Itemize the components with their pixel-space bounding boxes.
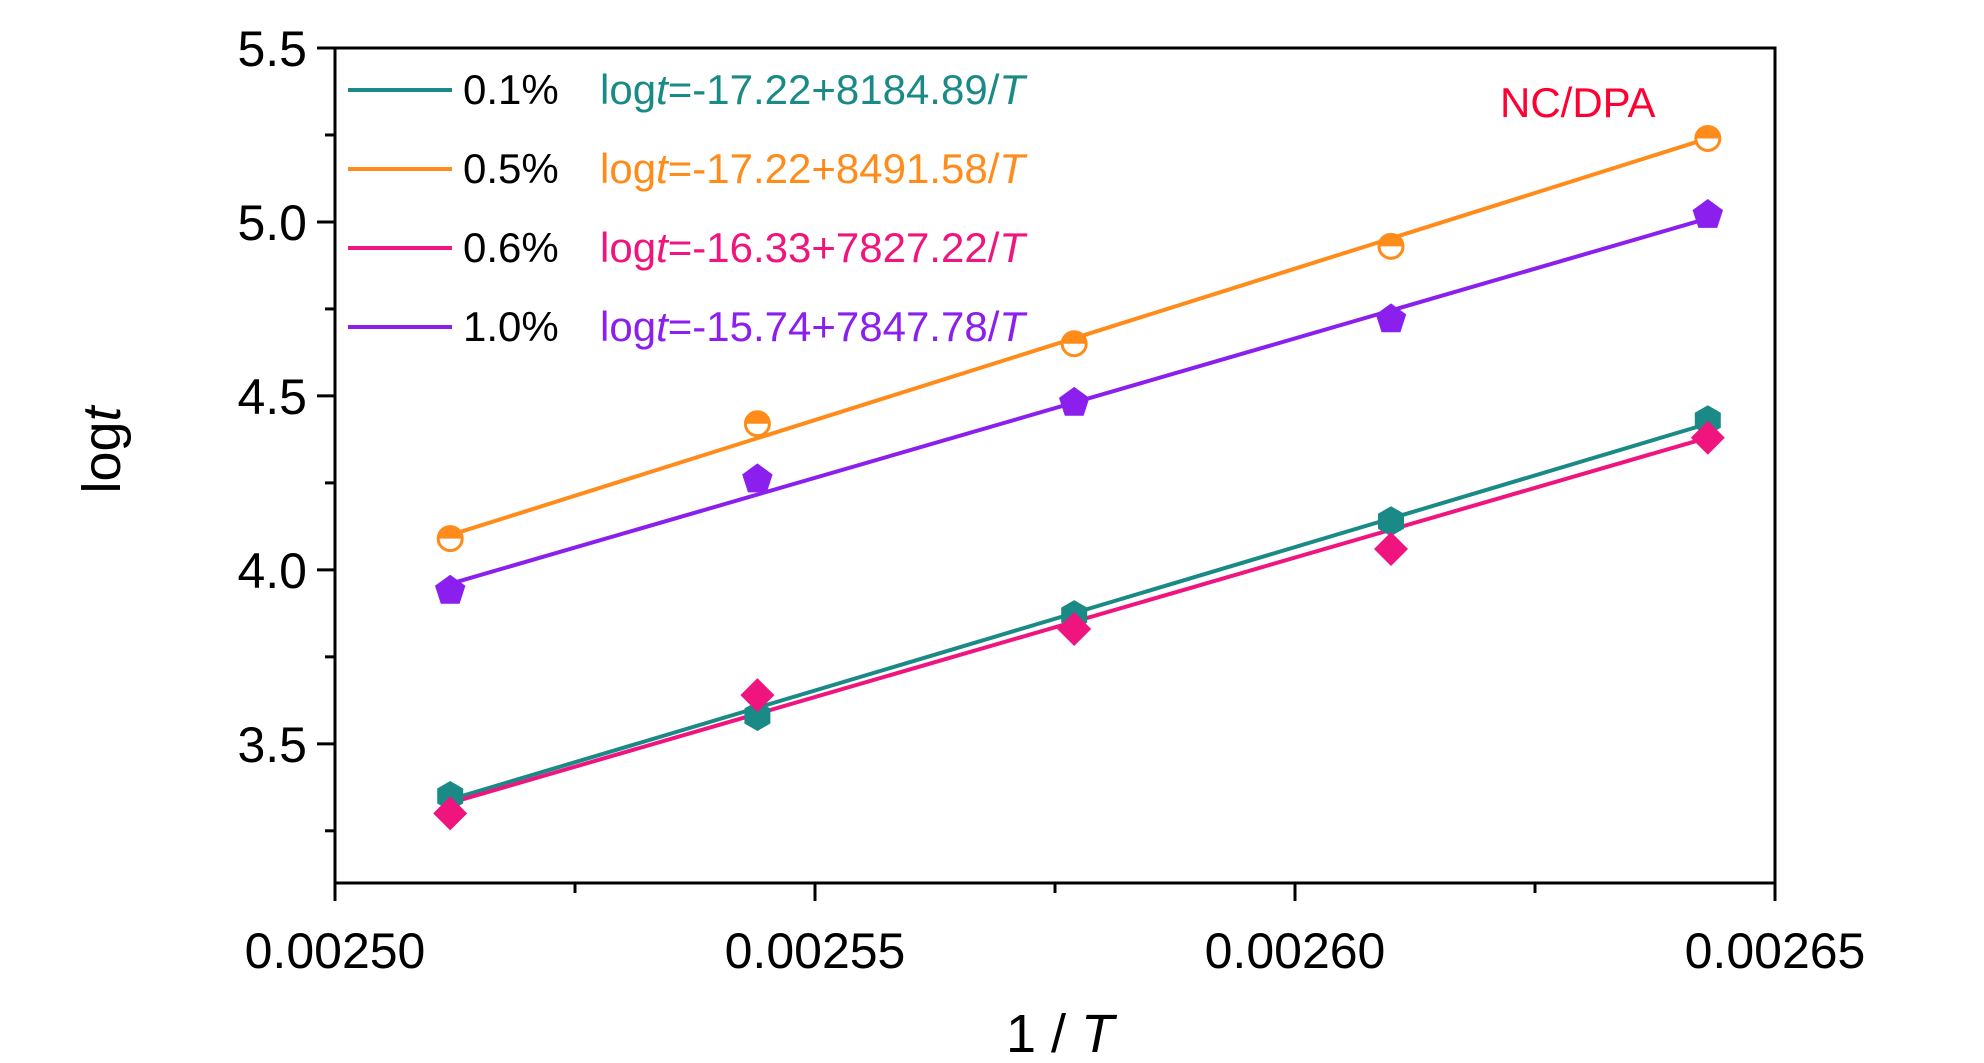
legend-label: 0.6% (463, 224, 559, 271)
x-axis-title-var: T (1081, 1004, 1118, 1063)
data-point (743, 410, 771, 438)
data-point (740, 678, 775, 713)
data-point (1378, 506, 1404, 537)
x-tick-label: 0.00250 (245, 923, 426, 979)
y-tick-label: 5.5 (237, 21, 307, 77)
data-point (1694, 124, 1722, 152)
legend-equation-part: t (656, 145, 670, 192)
data-point (1374, 532, 1408, 566)
data-point (436, 525, 464, 553)
y-axis-title-var: t (72, 404, 132, 421)
y-tick-label: 5.0 (237, 195, 307, 251)
y-axis-title: logt (72, 404, 132, 493)
legend-equation-part: log (600, 224, 656, 271)
data-point (1059, 386, 1090, 416)
legend-equation: logt=-16.33+7827.22/T (600, 224, 1028, 271)
legend-label: 0.5% (463, 145, 559, 192)
y-axis-title-prefix: log (72, 421, 132, 493)
legend-equation: logt=-15.74+7847.78/T (600, 303, 1028, 350)
data-markers (433, 124, 1725, 831)
legend-equation-part: =-15.74+7847.78/ (668, 303, 1000, 350)
data-point-fill (745, 411, 770, 424)
legend-equation-part: =-17.22+8491.58/ (668, 145, 1000, 192)
legend: 0.1% logt=-17.22+8184.89/T0.5% logt=-17.22… (348, 66, 1028, 350)
data-point (1057, 612, 1092, 646)
data-point (744, 701, 771, 731)
data-point (433, 796, 468, 831)
x-tick-label: 0.00260 (1205, 923, 1386, 979)
data-point (1377, 232, 1405, 260)
legend-label: 0.1% (463, 66, 559, 113)
legend-equation-part: =-17.22+8184.89/ (668, 66, 1000, 113)
data-point-fill (438, 526, 463, 539)
legend-equation-part: T (999, 66, 1028, 113)
legend-equation-part: t (656, 224, 670, 271)
data-point-fill (1379, 234, 1403, 247)
data-point (742, 463, 773, 493)
legend-equation-part: =-16.33+7827.22/ (668, 224, 1000, 271)
legend-equation: logt=-17.22+8184.89/T (600, 66, 1028, 113)
legend-equation-part: T (999, 224, 1028, 271)
chart-annotation: NC/DPA (1500, 79, 1656, 126)
data-point (1690, 420, 1725, 455)
y-tick-label: 4.0 (237, 543, 307, 599)
y-tick-labels: 3.5 4.0 4.5 5.0 5.5 (237, 21, 307, 773)
x-tick-labels: 0.00250 0.00255 0.00260 0.00265 (245, 923, 1866, 979)
data-point (1375, 303, 1407, 333)
y-tick-label: 3.5 (237, 717, 307, 773)
legend-equation-part: t (656, 303, 670, 350)
data-point (1060, 330, 1088, 358)
legend-equation-part: t (656, 66, 670, 113)
axis-ticks (317, 46, 1777, 901)
legend-equation-part: log (600, 145, 656, 192)
legend-equation-part: log (600, 303, 656, 350)
legend-equation-part: T (999, 145, 1028, 192)
data-point-fill (1695, 126, 1720, 139)
y-tick-label: 4.5 (237, 369, 307, 425)
legend-label: 1.0% (463, 303, 559, 350)
legend-equation-part: T (999, 303, 1028, 350)
x-tick-label: 0.00265 (1685, 923, 1866, 979)
data-point (1692, 199, 1723, 228)
legend-equation-part: log (600, 66, 656, 113)
x-axis-title: 1 / T (1006, 1004, 1118, 1063)
x-tick-label: 0.00255 (725, 923, 906, 979)
data-point-fill (1062, 331, 1087, 344)
x-axis-title-prefix: 1 / (1006, 1004, 1081, 1063)
legend-equation: logt=-17.22+8491.58/T (600, 145, 1028, 192)
data-point (435, 574, 466, 604)
